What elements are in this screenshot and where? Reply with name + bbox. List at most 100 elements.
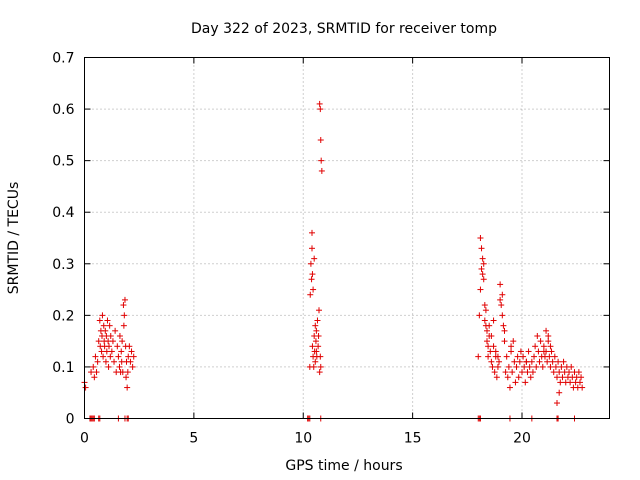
data-point bbox=[129, 363, 136, 370]
data-point bbox=[547, 343, 554, 350]
data-point bbox=[114, 343, 121, 350]
data-point bbox=[317, 363, 324, 370]
data-point bbox=[486, 322, 493, 329]
grid bbox=[84, 57, 610, 419]
data-point bbox=[490, 343, 497, 350]
data-point bbox=[509, 369, 516, 376]
data-point bbox=[512, 379, 519, 386]
data-point bbox=[88, 369, 95, 376]
data-point bbox=[121, 312, 128, 319]
data-point bbox=[550, 369, 557, 376]
data-point bbox=[311, 255, 318, 262]
data-point bbox=[479, 271, 486, 278]
data-point bbox=[484, 338, 490, 345]
data-points bbox=[81, 100, 586, 422]
data-point bbox=[115, 353, 122, 360]
data-point bbox=[482, 307, 489, 314]
data-point bbox=[91, 374, 98, 381]
data-point bbox=[501, 327, 508, 334]
data-point bbox=[539, 363, 546, 370]
data-point bbox=[496, 358, 503, 365]
data-point bbox=[514, 353, 521, 360]
data-point bbox=[92, 353, 99, 360]
data-point bbox=[315, 343, 322, 350]
data-point bbox=[124, 369, 131, 376]
data-point bbox=[125, 353, 132, 360]
data-point bbox=[313, 348, 320, 355]
data-point bbox=[107, 353, 114, 360]
data-point bbox=[525, 348, 532, 355]
data-point bbox=[106, 343, 112, 350]
data-point bbox=[105, 363, 112, 370]
data-point bbox=[108, 348, 115, 355]
data-point bbox=[480, 260, 487, 267]
data-point bbox=[316, 100, 323, 107]
data-point bbox=[549, 358, 556, 365]
data-point bbox=[126, 343, 133, 350]
data-point bbox=[497, 296, 504, 303]
data-point bbox=[112, 327, 119, 334]
data-point bbox=[318, 157, 325, 164]
y-axis-label: SRMTID / TECUs bbox=[6, 182, 22, 295]
data-point bbox=[543, 327, 550, 334]
data-point bbox=[487, 348, 494, 355]
chart-title: Day 322 of 2023, SRMTID for receiver tom… bbox=[191, 21, 497, 37]
data-point bbox=[511, 358, 518, 365]
data-point bbox=[99, 312, 106, 319]
data-point bbox=[315, 332, 322, 339]
y-tick-label: 0.6 bbox=[52, 102, 74, 118]
data-point bbox=[535, 348, 542, 355]
data-point bbox=[490, 317, 497, 324]
y-tick-label: 0.1 bbox=[52, 360, 74, 376]
plot-frame bbox=[84, 57, 610, 419]
data-point bbox=[488, 358, 495, 365]
data-point bbox=[546, 353, 553, 360]
x-tick-label: 15 bbox=[404, 431, 422, 447]
data-point bbox=[552, 363, 559, 370]
data-point bbox=[102, 358, 109, 365]
data-point bbox=[103, 348, 110, 355]
data-point bbox=[106, 322, 113, 329]
data-point bbox=[481, 302, 488, 309]
data-point bbox=[578, 374, 585, 381]
data-point bbox=[93, 369, 100, 376]
data-point bbox=[554, 400, 560, 407]
data-point bbox=[506, 384, 513, 391]
data-point bbox=[526, 363, 533, 370]
data-point bbox=[556, 389, 563, 396]
data-point bbox=[90, 363, 97, 370]
data-point bbox=[317, 353, 324, 360]
data-point bbox=[524, 369, 531, 376]
data-point bbox=[501, 338, 508, 345]
x-tick-label: 5 bbox=[189, 431, 198, 447]
data-point bbox=[479, 255, 486, 262]
data-point bbox=[505, 363, 512, 370]
data-point bbox=[491, 369, 498, 376]
data-point bbox=[555, 358, 562, 365]
data-point bbox=[130, 353, 137, 360]
data-point bbox=[104, 317, 111, 324]
data-point bbox=[488, 332, 495, 339]
data-point bbox=[312, 322, 319, 329]
data-point bbox=[94, 358, 101, 365]
data-point bbox=[545, 338, 552, 345]
y-tick-label: 0.5 bbox=[52, 154, 74, 170]
data-point bbox=[102, 327, 109, 334]
data-point bbox=[119, 369, 126, 376]
data-point bbox=[309, 343, 316, 350]
data-point bbox=[309, 245, 315, 252]
data-point bbox=[312, 338, 319, 345]
data-point bbox=[100, 353, 107, 360]
data-point bbox=[494, 353, 501, 360]
data-point bbox=[513, 363, 520, 370]
data-point bbox=[116, 332, 123, 339]
data-point bbox=[128, 348, 135, 355]
data-point bbox=[510, 338, 517, 345]
y-tick-label: 0.7 bbox=[52, 51, 74, 67]
data-point bbox=[536, 358, 543, 365]
data-point bbox=[523, 358, 530, 365]
data-point bbox=[498, 302, 505, 309]
data-point bbox=[554, 374, 560, 381]
data-point bbox=[111, 358, 118, 365]
